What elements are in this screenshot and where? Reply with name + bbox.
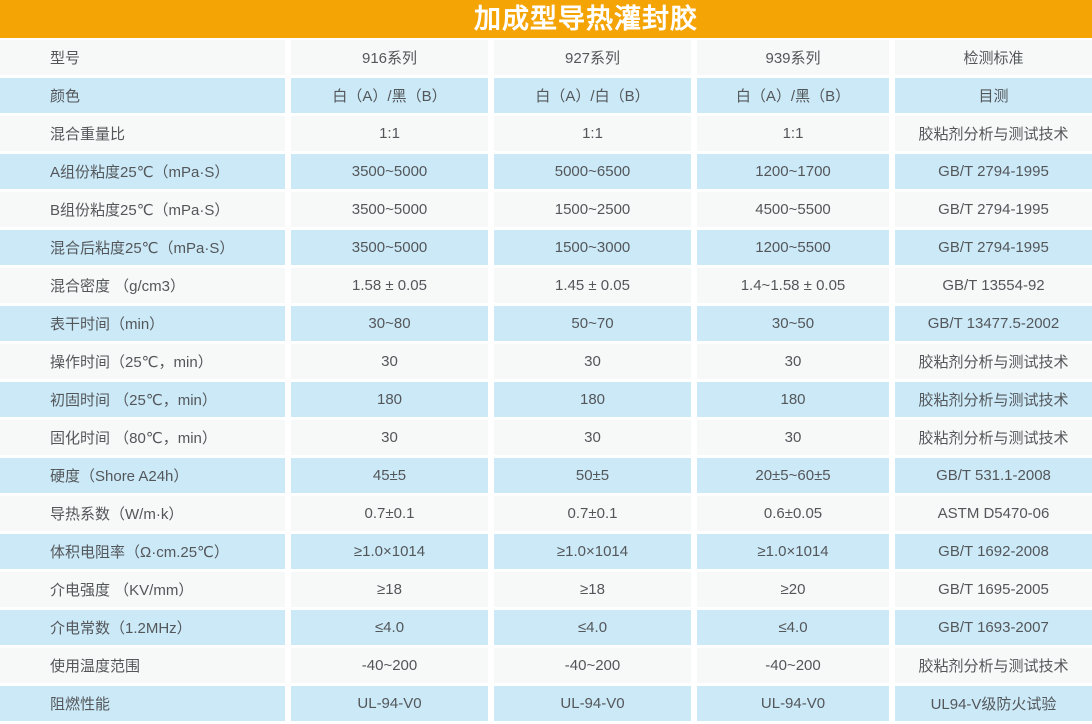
value-cell: 20±5~60±5	[697, 458, 889, 493]
value-cell: 180	[697, 382, 889, 417]
row-label: 混合重量比	[0, 116, 285, 151]
value-cell: 1.45 ± 0.05	[494, 268, 691, 303]
value-cell: ≥1.0×1014	[697, 534, 889, 569]
value-cell: GB/T 1692-2008	[895, 534, 1092, 569]
value-cell: 180	[291, 382, 488, 417]
value-cell: UL-94-V0	[494, 686, 691, 721]
value-cell: -40~200	[697, 648, 889, 683]
value-cell: 1200~5500	[697, 230, 889, 265]
value-cell: 1.4~1.58 ± 0.05	[697, 268, 889, 303]
value-cell: 1200~1700	[697, 154, 889, 189]
value-cell: ≥18	[291, 572, 488, 607]
value-cell: 白（A）/黑（B）	[697, 78, 889, 113]
value-cell: 30	[697, 344, 889, 379]
row-label: 混合密度 （g/cm3）	[0, 268, 285, 303]
value-cell: 0.7±0.1	[494, 496, 691, 531]
value-cell: ≥1.0×1014	[494, 534, 691, 569]
value-cell: 胶粘剂分析与测试技术	[895, 344, 1092, 379]
value-cell: 胶粘剂分析与测试技术	[895, 648, 1092, 683]
value-cell: GB/T 1695-2005	[895, 572, 1092, 607]
value-cell: 1:1	[291, 116, 488, 151]
value-cell: ≤4.0	[494, 610, 691, 645]
row-label: 固化时间 （80℃，min）	[0, 420, 285, 455]
row-label: 导热系数（W/m·k）	[0, 496, 285, 531]
header-row-label: 型号	[0, 40, 285, 75]
value-cell: ASTM D5470-06	[895, 496, 1092, 531]
spec-table: 型号 916系列 927系列 939系列 检测标准 颜色 白（A）/黑（B） 白（A）/白（B…	[0, 40, 1092, 721]
column-header: 927系列	[494, 40, 691, 75]
value-cell: -40~200	[494, 648, 691, 683]
value-cell: 1500~3000	[494, 230, 691, 265]
row-label: 介电常数（1.2MHz）	[0, 610, 285, 645]
row-label: 硬度（Shore A24h）	[0, 458, 285, 493]
value-cell: 5000~6500	[494, 154, 691, 189]
value-cell: GB/T 1693-2007	[895, 610, 1092, 645]
row-label: 使用温度范围	[0, 648, 285, 683]
row-label: 表干时间（min）	[0, 306, 285, 341]
value-cell: 0.6±0.05	[697, 496, 889, 531]
value-cell: 1.58 ± 0.05	[291, 268, 488, 303]
row-label: 混合后粘度25℃（mPa·S）	[0, 230, 285, 265]
value-cell: GB/T 2794-1995	[895, 192, 1092, 227]
value-cell: GB/T 531.1-2008	[895, 458, 1092, 493]
value-cell: 180	[494, 382, 691, 417]
value-cell: 45±5	[291, 458, 488, 493]
value-cell: GB/T 13554-92	[895, 268, 1092, 303]
value-cell: UL-94-V0	[697, 686, 889, 721]
value-cell: 50±5	[494, 458, 691, 493]
value-cell: GB/T 2794-1995	[895, 154, 1092, 189]
value-cell: 目测	[895, 78, 1092, 113]
row-label: 阻燃性能	[0, 686, 285, 721]
column-header: 检测标准	[895, 40, 1092, 75]
row-label: A组份粘度25℃（mPa·S）	[0, 154, 285, 189]
value-cell: 0.7±0.1	[291, 496, 488, 531]
value-cell: GB/T 2794-1995	[895, 230, 1092, 265]
value-cell: UL94-V级防火试验	[895, 686, 1092, 721]
value-cell: ≥1.0×1014	[291, 534, 488, 569]
row-label: 介电强度 （KV/mm）	[0, 572, 285, 607]
value-cell: ≥18	[494, 572, 691, 607]
value-cell: -40~200	[291, 648, 488, 683]
value-cell: 30	[291, 420, 488, 455]
value-cell: ≥20	[697, 572, 889, 607]
value-cell: ≤4.0	[291, 610, 488, 645]
column-header: 916系列	[291, 40, 488, 75]
value-cell: 30	[697, 420, 889, 455]
page-title: 加成型导热灌封胶	[474, 3, 698, 34]
column-header: 939系列	[697, 40, 889, 75]
value-cell: 30	[494, 344, 691, 379]
row-label: 初固时间 （25℃，min）	[0, 382, 285, 417]
value-cell: 3500~5000	[291, 230, 488, 265]
value-cell: 30~80	[291, 306, 488, 341]
value-cell: 胶粘剂分析与测试技术	[895, 382, 1092, 417]
row-label: B组份粘度25℃（mPa·S）	[0, 192, 285, 227]
value-cell: 4500~5500	[697, 192, 889, 227]
value-cell: GB/T 13477.5-2002	[895, 306, 1092, 341]
value-cell: 1:1	[697, 116, 889, 151]
row-label: 体积电阻率（Ω·cm.25℃）	[0, 534, 285, 569]
value-cell: 30	[494, 420, 691, 455]
value-cell: 3500~5000	[291, 192, 488, 227]
row-label: 颜色	[0, 78, 285, 113]
value-cell: 白（A）/黑（B）	[291, 78, 488, 113]
value-cell: 30~50	[697, 306, 889, 341]
value-cell: 30	[291, 344, 488, 379]
value-cell: 白（A）/白（B）	[494, 78, 691, 113]
row-label: 操作时间（25℃，min）	[0, 344, 285, 379]
value-cell: 胶粘剂分析与测试技术	[895, 116, 1092, 151]
value-cell: 胶粘剂分析与测试技术	[895, 420, 1092, 455]
value-cell: 1500~2500	[494, 192, 691, 227]
value-cell: 1:1	[494, 116, 691, 151]
value-cell: 3500~5000	[291, 154, 488, 189]
value-cell: 50~70	[494, 306, 691, 341]
title-banner: 加成型导热灌封胶	[0, 0, 1092, 38]
value-cell: UL-94-V0	[291, 686, 488, 721]
value-cell: ≤4.0	[697, 610, 889, 645]
